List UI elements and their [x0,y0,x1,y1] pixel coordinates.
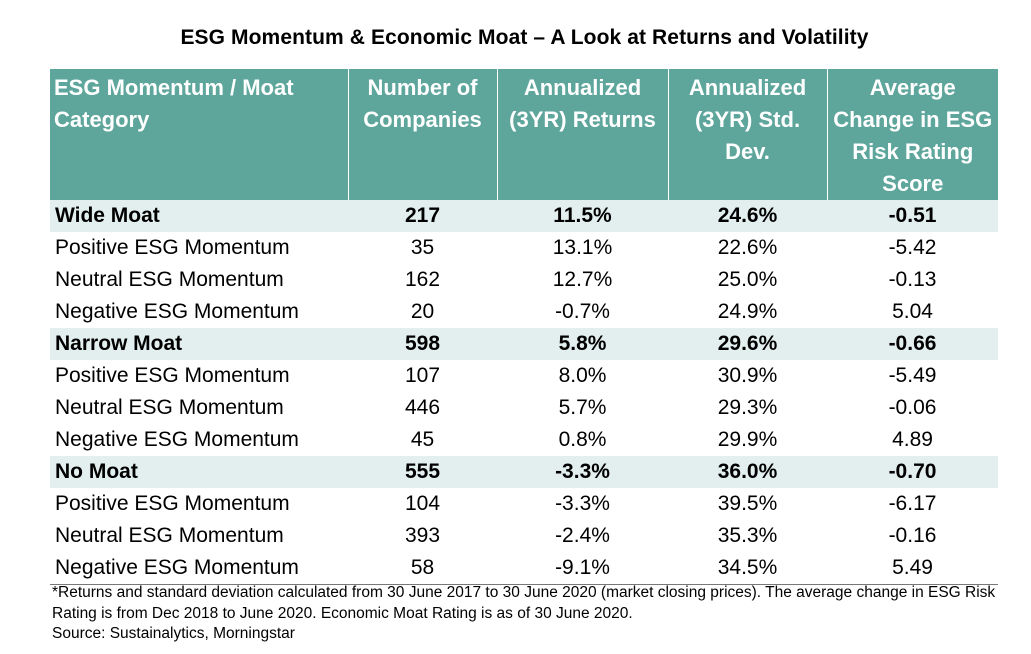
cell-category: Neutral ESG Momentum [55,396,284,419]
cell-category: Positive ESG Momentum [55,364,290,387]
table-group-row: Wide Moat 217 11.5% 24.6% -0.51 [50,200,998,232]
cell-companies: 598 [348,328,497,360]
cell-companies: 107 [404,364,441,387]
cell-returns: -9.1% [497,552,668,585]
cell-category: Neutral ESG Momentum [55,268,284,291]
cell-companies: 45 [410,428,435,451]
table-group-row: Narrow Moat 598 5.8% 29.6% -0.66 [50,328,998,360]
cell-category: No Moat [50,456,348,488]
cell-returns: -0.7% [555,300,610,323]
table-row: Positive ESG Momentum 104 -3.3% 39.5% -6.17 [50,488,998,520]
cell-esg-change: 4.89 [892,428,933,451]
cell-companies: 20 [410,300,435,323]
cell-category: Negative ESG Momentum [50,552,348,585]
cell-returns: -2.4% [555,524,610,547]
column-header-std-dev: Annualized (3YR) Std. Dev. [667,69,827,200]
cell-std-dev: 25.0% [717,268,778,291]
table-body: Wide Moat 217 11.5% 24.6% -0.51 Positive ESG … [50,200,998,585]
column-header-companies: Number of Companies [347,69,497,200]
cell-category: Negative ESG Momentum [55,300,299,323]
cell-returns: 12.7% [552,268,613,291]
cell-returns: -3.3% [497,456,668,488]
table-row: Positive ESG Momentum 35 13.1% 22.6% -5.42 [50,232,998,264]
cell-std-dev: 24.6% [668,200,827,232]
cell-category: Neutral ESG Momentum [55,524,284,547]
table-row: Negative ESG Momentum 58 -9.1% 34.5% 5.49 [50,552,998,585]
cell-std-dev: 30.9% [717,364,778,387]
column-header-category: ESG Momentum / Moat Category [50,69,348,200]
cell-companies: 104 [404,492,441,515]
cell-companies: 555 [348,456,497,488]
cell-returns: 5.8% [497,328,668,360]
cell-returns: 8.0% [558,364,607,387]
cell-std-dev: 36.0% [668,456,827,488]
cell-returns: 13.1% [552,236,613,259]
cell-std-dev: 29.3% [717,396,778,419]
cell-esg-change: -0.70 [827,456,998,488]
column-header-returns: Annualized (3YR) Returns [496,69,668,200]
footnote: *Returns and standard deviation calculat… [52,584,996,622]
cell-esg-change: -0.66 [827,328,998,360]
cell-std-dev: 22.6% [717,236,778,259]
cell-returns: 11.5% [497,200,668,232]
cell-esg-change: -5.42 [888,236,937,259]
data-table: ESG Momentum / Moat Category Number of C… [50,69,998,585]
table-row: Neutral ESG Momentum 162 12.7% 25.0% -0.13 [50,264,998,296]
cell-companies: 35 [410,236,435,259]
table-row: Positive ESG Momentum 107 8.0% 30.9% -5.49 [50,360,998,392]
cell-companies: 162 [404,268,441,291]
header-row: ESG Momentum / Moat Category Number of C… [50,69,998,200]
cell-category: Wide Moat [50,200,348,232]
cell-esg-change: 5.49 [827,552,998,585]
cell-companies: 58 [348,552,497,585]
chart-title: ESG Momentum & Economic Moat – A Look at… [180,26,869,49]
cell-category: Positive ESG Momentum [55,236,290,259]
cell-std-dev: 24.9% [717,300,778,323]
table-group-row: No Moat 555 -3.3% 36.0% -0.70 [50,456,998,488]
column-header-esg-change: Average Change in ESG Risk Rating Score [826,69,998,200]
cell-std-dev: 34.5% [668,552,827,585]
cell-esg-change: 5.04 [892,300,933,323]
table-row: Neutral ESG Momentum 393 -2.4% 35.3% -0.16 [50,520,998,552]
cell-companies: 217 [348,200,497,232]
cell-esg-change: -5.49 [888,364,937,387]
cell-esg-change: -0.16 [888,524,937,547]
table-row: Negative ESG Momentum 20 -0.7% 24.9% 5.04 [50,296,998,328]
cell-std-dev: 39.5% [717,492,778,515]
cell-category: Positive ESG Momentum [55,492,290,515]
cell-esg-change: -0.13 [888,268,937,291]
table-row: Negative ESG Momentum 45 0.8% 29.9% 4.89 [50,424,998,456]
cell-returns: 0.8% [558,428,607,451]
cell-category: Narrow Moat [50,328,348,360]
cell-std-dev: 35.3% [717,524,778,547]
cell-category: Negative ESG Momentum [55,428,299,451]
table-row: Neutral ESG Momentum 446 5.7% 29.3% -0.06 [50,392,998,424]
cell-companies: 393 [404,524,441,547]
cell-esg-change: -0.51 [827,200,998,232]
cell-std-dev: 29.9% [717,428,778,451]
source-note: Source: Sustainalytics, Morningstar [52,625,295,642]
cell-esg-change: -6.17 [888,492,937,515]
cell-returns: 5.7% [558,396,607,419]
cell-std-dev: 29.6% [668,328,827,360]
cell-companies: 446 [404,396,441,419]
cell-esg-change: -0.06 [888,396,937,419]
cell-returns: -3.3% [555,492,610,515]
